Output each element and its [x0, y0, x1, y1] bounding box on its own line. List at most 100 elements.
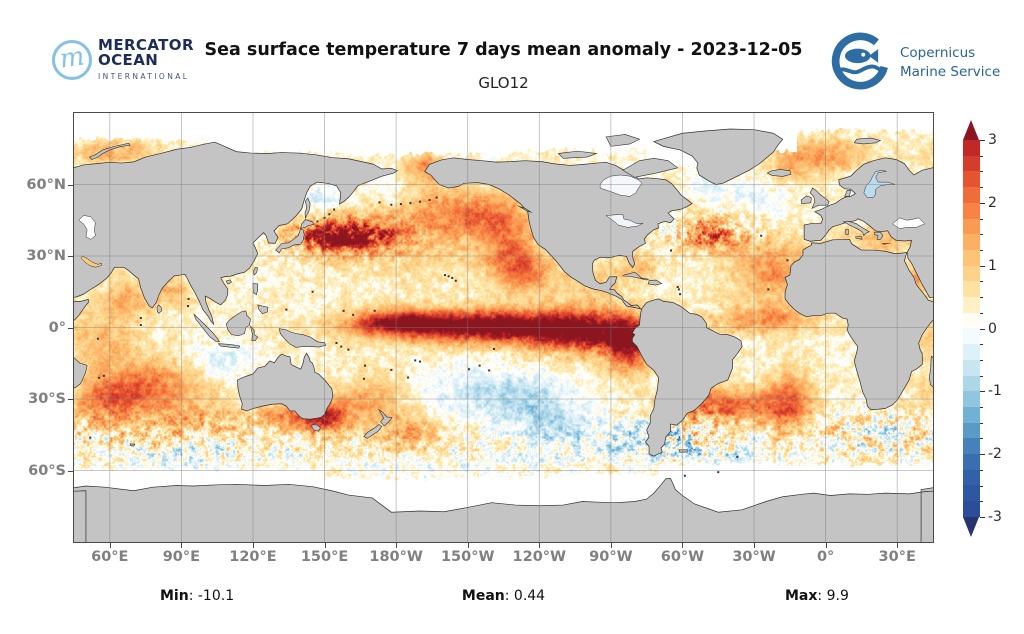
mercator-ocean-logo: m MERCATOR OCEAN INTERNATIONAL	[52, 36, 202, 88]
colorbar-segment	[963, 391, 980, 407]
colorbar-segment	[963, 171, 980, 188]
map-frame	[73, 112, 934, 543]
colorbar-tick	[980, 407, 983, 409]
colorbar-segment	[963, 140, 980, 156]
colorbar-tick-label: 3	[988, 132, 997, 148]
y-tick-mark	[68, 470, 73, 472]
colorbar-segment	[963, 485, 980, 502]
colorbar-tick	[980, 312, 983, 314]
x-tick-mark	[324, 543, 326, 548]
colorbar-segment	[963, 375, 980, 392]
y-tick-mark	[68, 399, 73, 400]
stat-min-value: -10.1	[197, 588, 235, 604]
x-tick-mark	[825, 543, 827, 548]
x-tick-label: 90°E	[162, 549, 201, 565]
colorbar-tick	[980, 155, 983, 157]
stat-mean: Mean: 0.44	[74, 588, 933, 604]
mercator-monogram-icon: m	[52, 40, 92, 80]
colorbar-tick	[980, 171, 983, 173]
x-tick-mark	[754, 543, 756, 548]
x-tick-label: 30°W	[732, 549, 776, 565]
x-tick-mark	[109, 543, 111, 548]
stat-mean-sep: :	[504, 588, 514, 604]
colorbar-tick-label: -3	[988, 509, 1002, 525]
colorbar-tick	[980, 375, 983, 377]
colorbar-segment	[963, 155, 980, 172]
colorbar-tick	[980, 249, 983, 251]
x-tick-mark	[252, 543, 254, 548]
y-tick-mark	[68, 327, 73, 329]
x-tick-label: 0°	[816, 549, 835, 565]
colorbar-tick	[980, 485, 983, 487]
colorbar-tick	[980, 438, 983, 440]
x-tick-mark	[396, 543, 398, 548]
x-tick-mark	[467, 543, 469, 548]
copernicus-fish-icon	[831, 32, 889, 90]
colorbar-segment	[963, 265, 980, 282]
colorbar-tick-label: -1	[988, 383, 1002, 400]
stat-mean-value: 0.44	[513, 588, 546, 604]
colorbar-tick	[980, 234, 983, 236]
colorbar-tick	[980, 454, 985, 456]
y-tick-mark	[68, 256, 73, 257]
colorbar-tick	[980, 265, 985, 267]
colorbar-segment	[963, 187, 980, 203]
colorbar-segment	[963, 406, 980, 423]
y-tick-mark	[68, 184, 73, 186]
colorbar-gradient	[963, 140, 980, 517]
x-tick-label: 150°E	[300, 549, 349, 565]
x-tick-label: 60°E	[91, 549, 129, 565]
colorbar-segment	[963, 281, 980, 298]
y-tick-label: 30°S	[28, 391, 66, 407]
stat-max-value: 9.9	[826, 588, 849, 604]
y-tick-label: 60°N	[26, 176, 66, 193]
colorbar-segment	[963, 234, 980, 250]
figure-title: Sea surface temperature 7 days mean anom…	[204, 40, 803, 60]
copernicus-word: Copernicus	[900, 45, 976, 61]
x-tick-label: 120°E	[229, 549, 277, 565]
ocean-word: OCEAN	[98, 51, 159, 69]
figure-subtitle: GLO12	[478, 74, 529, 92]
colorbar-segment	[963, 469, 980, 486]
colorbar-tick	[980, 218, 983, 220]
colorbar-tick	[980, 501, 983, 503]
x-tick-label: 90°W	[589, 549, 633, 565]
y-tick-label: 0°	[48, 319, 66, 336]
colorbar-segment	[963, 344, 980, 360]
y-tick-label: 60°S	[28, 462, 66, 479]
colorbar-segment	[963, 454, 980, 470]
colorbar-tick	[980, 344, 983, 346]
colorbar-tick	[980, 297, 983, 299]
x-tick-label: 150°W	[440, 549, 495, 565]
stat-max-sep: :	[817, 588, 827, 604]
x-tick-label: 60°W	[660, 549, 705, 565]
colorbar-tick-label: -2	[988, 446, 1002, 463]
colorbar-segment	[963, 501, 980, 517]
colorbar-tick	[980, 328, 985, 330]
x-tick-label: 120°W	[512, 549, 567, 565]
colorbar-tick	[980, 469, 983, 471]
sst-anomaly-map	[74, 113, 933, 542]
stat-max: Max: 9.9	[785, 588, 849, 604]
colorbar-tick	[980, 140, 985, 141]
copernicus-marine-logo: Copernicus Marine Service	[828, 26, 1018, 96]
y-tick-label: 30°N	[26, 248, 66, 264]
stat-min: Min: -10.1	[160, 588, 234, 604]
x-tick-mark	[682, 543, 684, 548]
colorbar-segment	[963, 438, 980, 455]
mercator-word: MERCATOR	[98, 36, 194, 54]
x-tick-label: 180°W	[369, 549, 423, 565]
colorbar-segment	[963, 202, 980, 219]
mercator-logo-text: MERCATOR OCEAN INTERNATIONAL	[98, 36, 194, 82]
international-word: INTERNATIONAL	[98, 72, 190, 81]
copernicus-logo-text: Copernicus Marine Service	[900, 44, 1000, 82]
colorbar-segment	[963, 422, 980, 439]
colorbar-over-arrow	[963, 120, 979, 140]
marine-service-words: Marine Service	[900, 64, 1001, 80]
colorbar-segment	[963, 249, 980, 266]
stat-mean-label: Mean	[461, 588, 505, 604]
colorbar-tick-label: 1	[988, 257, 997, 274]
colorbar-segment	[963, 297, 980, 313]
colorbar-tick	[980, 517, 985, 518]
